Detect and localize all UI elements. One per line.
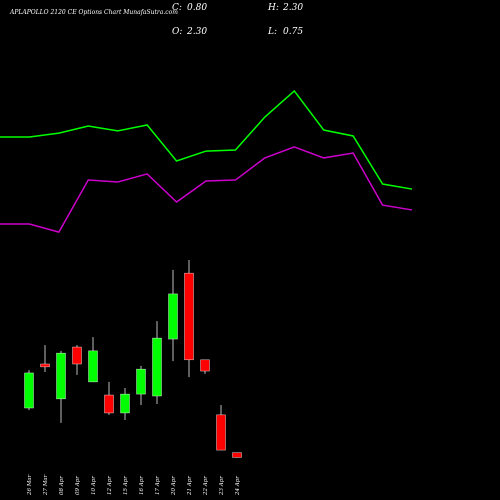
x-tick-label: 15 Apr <box>123 476 129 495</box>
x-tick-label: 20 Apr <box>171 476 177 496</box>
stat-name: H: <box>267 3 279 13</box>
x-tick-label: 21 Apr <box>187 476 193 496</box>
candle-body <box>56 352 66 400</box>
x-tick-label: 09 Apr <box>75 476 81 495</box>
x-tick-label: 23 Apr <box>219 476 225 496</box>
candle-body <box>88 350 98 383</box>
candle-body <box>184 272 194 361</box>
indicator-line <box>0 146 413 233</box>
x-tick-label: 10 Apr <box>91 476 97 495</box>
x-tick-label: 12 Apr <box>107 476 113 495</box>
candle-body <box>40 363 50 368</box>
stat-value: 0.75 <box>283 27 303 37</box>
candle-body <box>216 414 226 451</box>
x-tick-label: 08 Apr <box>59 476 65 495</box>
candle-body <box>24 372 34 409</box>
stat-name: C: <box>172 3 182 13</box>
candle-body <box>104 394 114 414</box>
candle-body <box>232 452 242 458</box>
candle-body <box>136 368 146 395</box>
x-tick-label: 22 Apr <box>203 476 209 496</box>
stat-value: 0.80 <box>187 3 207 13</box>
stat-name: L: <box>267 27 277 37</box>
candle-body <box>168 293 178 340</box>
x-tick-label: 27 Mar <box>43 474 49 496</box>
x-tick-label: 24 Apr <box>235 476 241 496</box>
candle-body <box>200 359 210 372</box>
chart-title: APLAPOLLO 2120 CE Options Chart MunafaSu… <box>9 9 178 16</box>
x-tick-label: 17 Apr <box>155 476 161 495</box>
indicator-line <box>0 89 413 190</box>
candle-body <box>120 393 130 414</box>
stat-value: 2.30 <box>282 3 303 13</box>
x-tick-label: 16 Apr <box>139 476 145 495</box>
stat-value: 2.30 <box>186 27 207 37</box>
stat-name: O: <box>172 27 182 37</box>
x-tick-label: 26 Mar <box>27 474 33 496</box>
candle-body <box>72 346 82 365</box>
candle-body <box>152 337 162 397</box>
